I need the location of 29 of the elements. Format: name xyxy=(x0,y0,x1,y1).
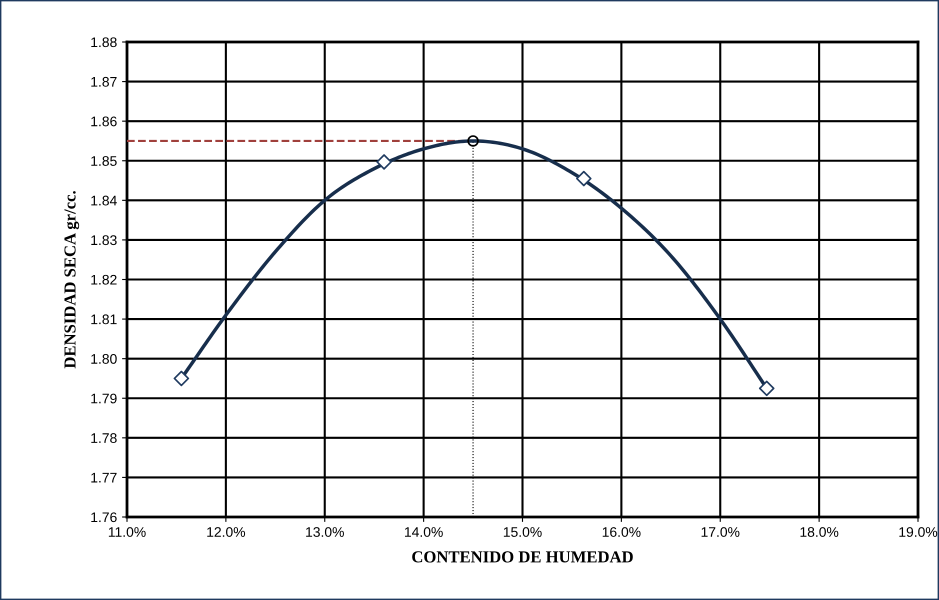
x-tick-label: 11.0% xyxy=(108,527,146,537)
y-tick-label: 1.87 xyxy=(91,76,117,87)
y-tick-label: 1.84 xyxy=(91,196,117,206)
x-tick-label: 19.0% xyxy=(899,527,938,537)
point xyxy=(758,380,774,396)
y-tick-label: 1.78 xyxy=(91,433,117,444)
y-tick-label: 1.83 xyxy=(91,235,117,246)
y-tick-label: 1.88 xyxy=(91,37,117,48)
x-tick-label: 12.0% xyxy=(207,527,246,537)
x-tick-label: 18.0% xyxy=(800,527,838,537)
y-tick-label: 1.86 xyxy=(91,116,117,126)
x-tick-label: 17.0% xyxy=(702,527,740,537)
y-tick-label: 1.82 xyxy=(91,274,117,285)
point xyxy=(467,135,479,147)
x-tick-label: 13.0% xyxy=(306,527,344,537)
y-tick-label: 1.79 xyxy=(91,394,117,404)
y-tick-label: 1.76 xyxy=(91,512,117,522)
x-tick-label: 15.0% xyxy=(504,527,542,537)
point xyxy=(576,170,592,186)
y-tick-label: 1.81 xyxy=(91,314,117,324)
point xyxy=(376,154,392,170)
x-axis-title: CONTENIDO DE HUMEDAD xyxy=(412,551,633,563)
y-tick-label: 1.80 xyxy=(91,354,117,364)
y-tick-label: 1.77 xyxy=(91,472,117,482)
point xyxy=(174,370,190,386)
y-axis-title: DENSIDAD SECA gr/cc. xyxy=(64,191,80,368)
y-tick-label: 1.85 xyxy=(91,156,117,166)
x-tick-label: 16.0% xyxy=(602,527,641,537)
x-tick-label: 14.0% xyxy=(404,527,443,537)
